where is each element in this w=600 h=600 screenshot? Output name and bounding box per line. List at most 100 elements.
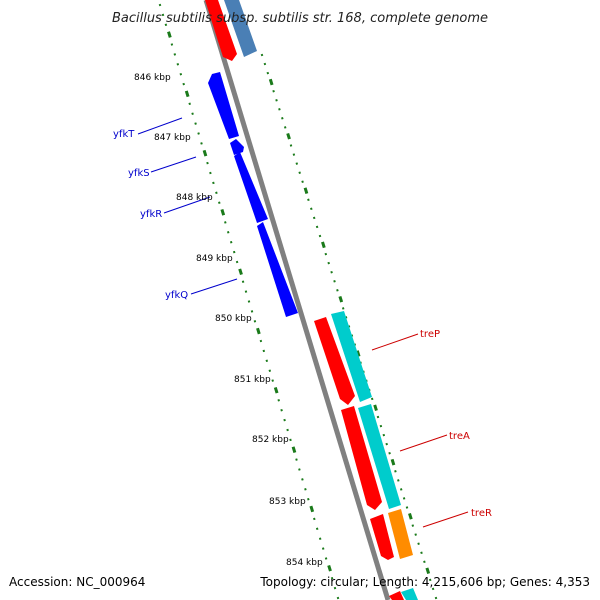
outer-tick-mark (394, 470, 397, 473)
inner-tick-mark (224, 221, 227, 224)
outer-tick-mark (298, 171, 301, 174)
inner-tick-mark (277, 399, 280, 402)
outer-tick-mark (281, 117, 284, 120)
inner-tick-mark (241, 280, 245, 283)
outer-tick-mark (312, 216, 316, 220)
inner-tick-mark (158, 3, 162, 7)
treP-connector (371, 333, 419, 351)
inner-tick-mark (301, 478, 304, 481)
tick-layer (158, 3, 438, 600)
inner-tick-mark (327, 564, 332, 572)
treR-arrow[interactable] (370, 514, 394, 560)
inner-tick-mark (324, 557, 328, 560)
inner-tick-mark (164, 23, 168, 27)
inner-tick-mark (206, 161, 209, 165)
outer-tick-mark (417, 542, 420, 545)
outer-tick-mark (333, 280, 336, 283)
outer-tick-mark (399, 488, 403, 491)
yfkS-arrow[interactable] (230, 139, 244, 155)
inner-tick-mark (247, 300, 251, 303)
treP-arrow[interactable] (314, 317, 355, 405)
inner-tick-mark (161, 13, 165, 17)
inner-tick-mark (250, 310, 254, 313)
tick-label: 851 kbp (234, 375, 271, 385)
reverse-strand-features (205, 0, 298, 317)
top-forward-arrow[interactable] (205, 0, 237, 61)
tick-label: 853 kbp (269, 497, 306, 507)
inner-tick-mark (309, 505, 315, 513)
outer-tick-mark (260, 53, 264, 57)
treP-feature[interactable] (331, 311, 372, 402)
outer-tick-mark (327, 261, 330, 265)
inner-tick-mark (182, 82, 185, 86)
inner-tick-mark (315, 527, 319, 531)
yfkR-arrow[interactable] (234, 152, 268, 223)
inner-tick-mark (202, 149, 208, 157)
inner-tick-mark (304, 488, 307, 491)
treA-arrow[interactable] (341, 406, 382, 510)
inner-tick-mark (262, 349, 266, 353)
outer-tick-mark (266, 71, 270, 75)
gene-label-treP[interactable]: treP (420, 329, 440, 340)
gene-label-yfkS[interactable]: yfkS (128, 168, 150, 179)
inner-tick-mark (256, 327, 261, 335)
genome-summary: Topology: circular; Length: 4,215,606 bp… (259, 575, 590, 589)
inner-tick-mark (229, 240, 233, 244)
outer-tick-mark (283, 126, 287, 129)
outer-tick-mark (397, 479, 400, 482)
treA-connector (399, 434, 448, 452)
inner-tick-mark (313, 517, 316, 521)
outer-tick-mark (414, 533, 417, 536)
outer-tick-mark (315, 225, 319, 229)
top-steel-feature[interactable] (224, 0, 257, 57)
bottom-forward-feature[interactable] (401, 588, 418, 600)
yfkQ-arrow[interactable] (257, 222, 298, 317)
outer-tick-mark (431, 587, 435, 591)
yfkT-arrow[interactable] (208, 72, 239, 139)
outer-tick-mark (420, 551, 423, 555)
inner-tick-mark (188, 102, 191, 106)
outer-tick-mark (310, 207, 313, 211)
outer-tick-mark (318, 234, 322, 238)
yfkS-connector (150, 156, 197, 173)
inner-tick-mark (280, 408, 283, 412)
inner-tick-mark (283, 418, 286, 422)
inner-tick-mark (244, 290, 248, 293)
outer-tick-mark (425, 567, 431, 575)
inner-tick-mark (197, 132, 200, 135)
gene-label-yfkT[interactable]: yfkT (113, 129, 135, 140)
inner-tick-mark (291, 446, 297, 453)
treR-regulator[interactable] (388, 509, 413, 559)
inner-tick-mark (298, 468, 301, 471)
outer-tick-mark (405, 506, 409, 509)
bottom-forward-arrow[interactable] (389, 591, 404, 600)
outer-tick-mark (379, 424, 383, 428)
inner-tick-mark (268, 369, 272, 372)
outer-tick-mark (390, 458, 396, 466)
inner-tick-mark (209, 171, 212, 175)
inner-tick-mark (265, 359, 269, 363)
inner-tick-mark (307, 497, 310, 501)
gene-label-yfkR[interactable]: yfkR (140, 209, 162, 220)
inner-tick-mark (336, 596, 340, 600)
gene-label-treA[interactable]: treA (449, 431, 470, 442)
inner-tick-mark (179, 72, 183, 76)
inner-tick-mark (238, 268, 243, 276)
inner-tick-mark (170, 43, 174, 46)
inner-tick-mark (289, 438, 292, 442)
inner-tick-mark (318, 537, 322, 540)
outer-tick-mark (321, 241, 326, 249)
gene-label-yfkQ[interactable]: yfkQ (165, 290, 188, 301)
outer-tick-mark (341, 307, 345, 310)
outer-tick-mark (289, 144, 293, 147)
outer-tick-mark (263, 62, 267, 66)
outer-tick-mark (278, 108, 281, 111)
treR-connector (422, 511, 469, 528)
treA-feature[interactable] (358, 404, 401, 509)
inner-tick-mark (176, 63, 180, 66)
label-connectors (137, 117, 469, 528)
outer-tick-mark (330, 270, 333, 274)
gene-label-treR[interactable]: treR (471, 508, 492, 519)
inner-tick-mark (235, 260, 239, 264)
